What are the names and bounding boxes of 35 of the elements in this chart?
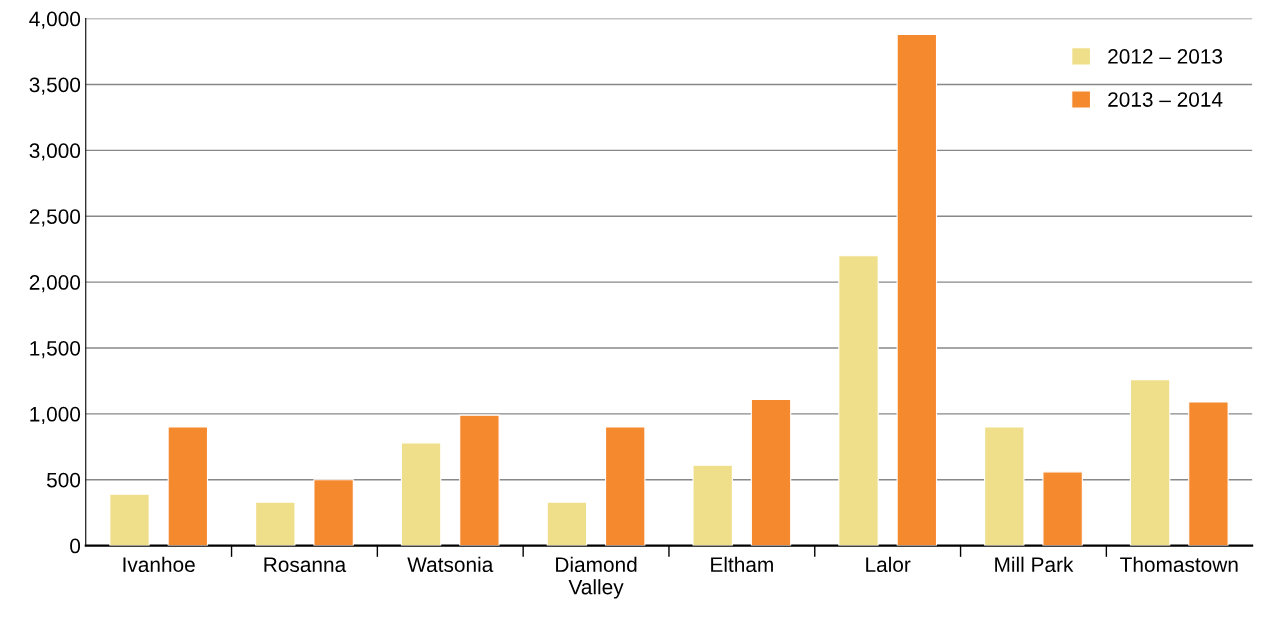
bar: [838, 255, 879, 546]
y-tick-label: 1,500: [30, 340, 81, 359]
bar: [255, 501, 296, 546]
x-tick-label: Eltham: [711, 556, 773, 573]
x-tick-label: Mill Park: [995, 556, 1074, 573]
bar: [1042, 471, 1083, 546]
bar: [400, 442, 442, 546]
x-tick-label: Watsonia: [407, 556, 494, 573]
bar: [1188, 401, 1229, 546]
bar: [604, 426, 646, 546]
y-tick-label: 4,000: [29, 11, 81, 29]
x-tick-label: Ivanhoe: [123, 556, 195, 573]
x-tick-label: Rosanna: [264, 557, 347, 573]
bar: [167, 426, 209, 546]
bar: [750, 398, 792, 546]
bar: [459, 414, 500, 546]
bar: [692, 464, 733, 546]
bar: [313, 479, 354, 546]
bar: [546, 501, 588, 546]
y-tick-label: 500: [46, 472, 81, 488]
x-tick-label: Diamond Valley: [556, 556, 637, 599]
y-tick-label: 3,000: [29, 143, 81, 161]
x-tick-label: Lalor: [866, 556, 911, 573]
y-tick-label: 0: [70, 538, 81, 554]
bar: [984, 426, 1025, 546]
legend-label: 2013 – 2014: [1108, 92, 1223, 107]
bar: [1129, 379, 1171, 546]
x-tick-label: Thomastown: [1120, 556, 1238, 573]
y-tick-label: 2,500: [29, 209, 81, 227]
y-tick-label: 1,000: [30, 406, 81, 425]
bar: [109, 493, 150, 546]
legend-label: 2012 – 2013: [1108, 49, 1223, 64]
bar: [896, 33, 938, 546]
y-tick-label: 3,500: [29, 77, 81, 95]
y-tick-label: 2,000: [29, 275, 81, 293]
